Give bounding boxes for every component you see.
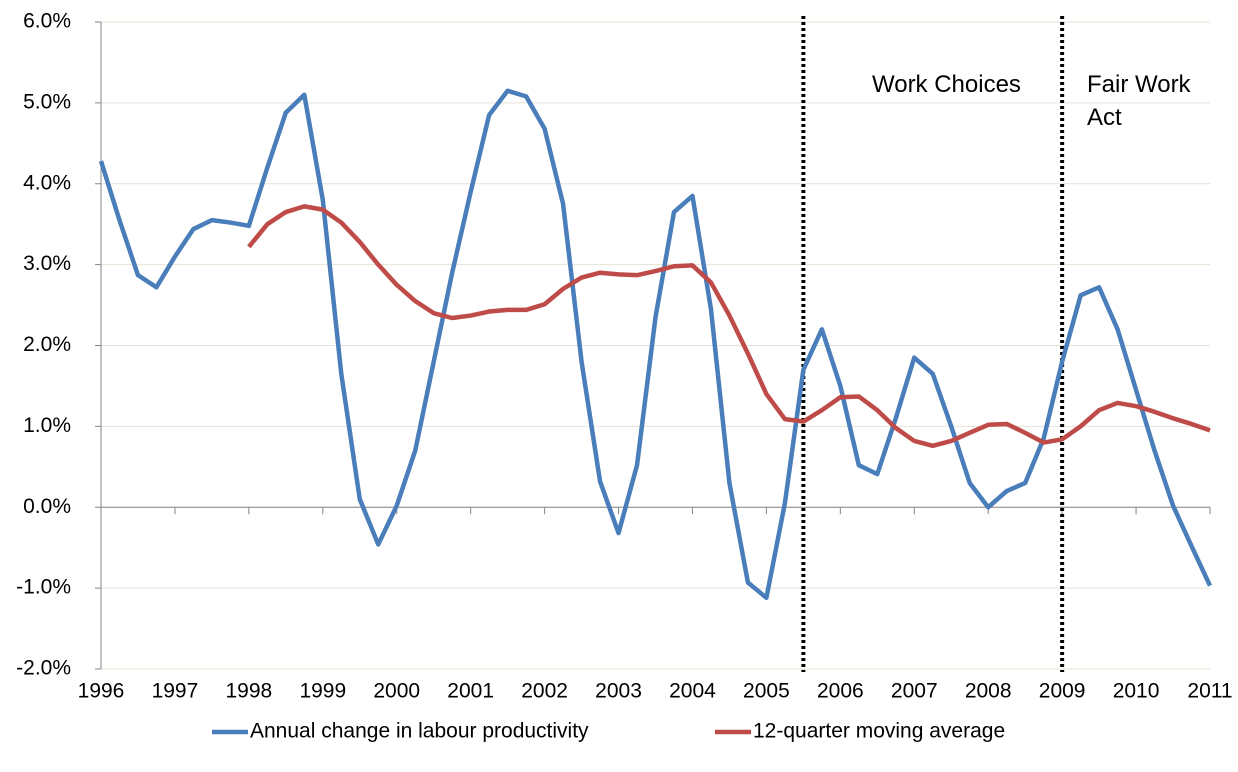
x-tick-label: 2010 [1113,680,1160,703]
x-tick-label: 2002 [521,680,568,703]
x-tick-label: 2009 [1039,680,1086,703]
x-tick-label: 2003 [595,680,642,703]
x-tick-label: 1999 [299,680,346,703]
x-tick-label: 2005 [743,680,790,703]
annotation: Fair Work Act [1087,71,1191,131]
y-tick-label: 6.0% [23,10,71,33]
y-tick-label: -1.0% [16,576,71,599]
x-tick-label: 2004 [669,680,716,703]
x-tick-label: 1996 [78,680,125,703]
x-tick-label: 1997 [152,680,199,703]
x-tick-label: 2011 [1187,680,1232,703]
legend-label: 12-quarter moving average [753,720,1005,743]
x-tick-label: 2001 [447,680,494,703]
y-tick-label: 4.0% [23,171,71,194]
y-tick-label: 0.0% [23,495,71,518]
y-tick-label: 5.0% [23,90,71,113]
y-tick-label: 3.0% [23,252,71,275]
y-tick-label: -2.0% [16,657,71,680]
x-tick-label: 2007 [891,680,938,703]
x-tick-label: 2008 [965,680,1012,703]
y-tick-label: 1.0% [23,414,71,437]
series-line [247,204,1211,449]
y-tick-label: 2.0% [23,333,71,356]
x-tick-label: 2000 [373,680,420,703]
x-tick-label: 1998 [226,680,273,703]
x-tick-label: 2006 [817,680,864,703]
legend-label: Annual change in labour productivity [250,720,589,743]
annotation: Work Choices [872,71,1021,98]
series-line [98,88,1213,601]
